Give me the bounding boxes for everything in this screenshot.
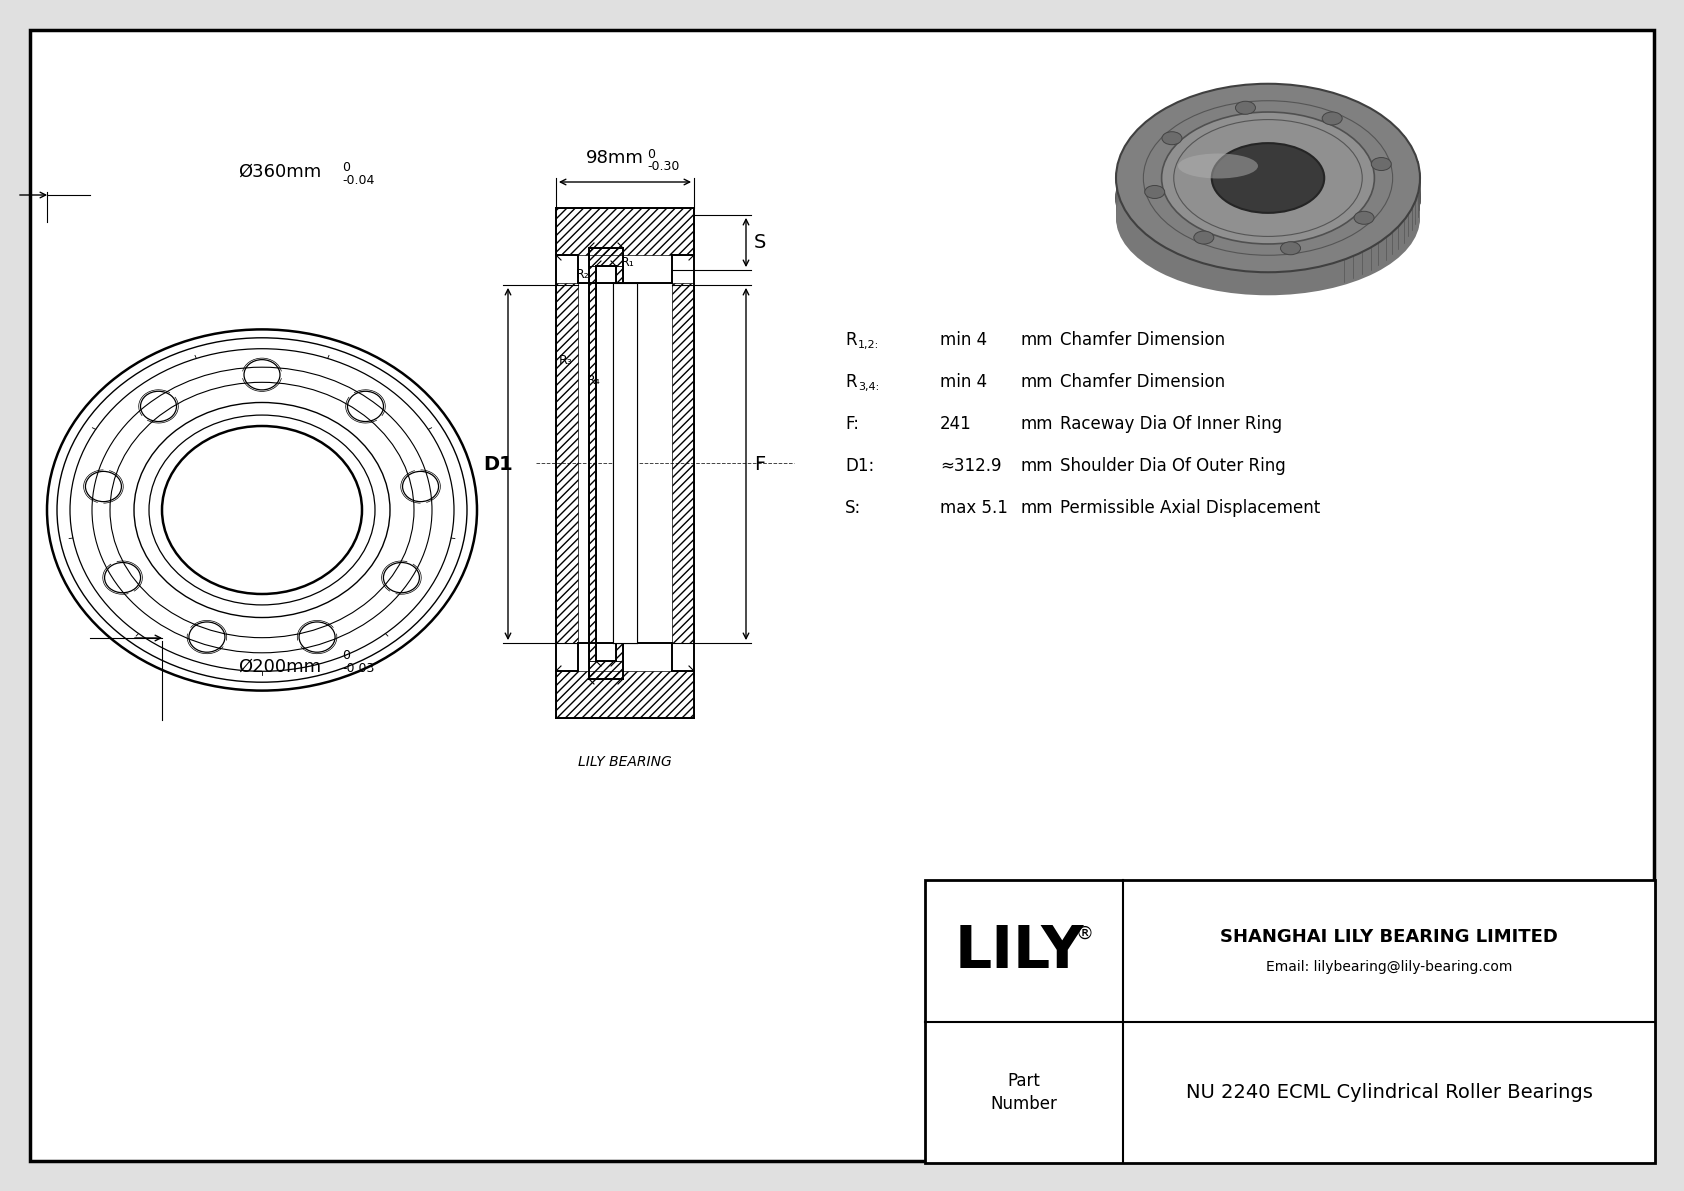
- Text: 241: 241: [940, 414, 972, 434]
- Text: 0: 0: [647, 148, 655, 161]
- Bar: [925, 880, 1655, 1162]
- Text: mm: mm: [1021, 414, 1052, 434]
- Text: D1: D1: [483, 455, 514, 474]
- Text: Raceway Dia Of Inner Ring: Raceway Dia Of Inner Ring: [1059, 414, 1282, 434]
- Text: F: F: [754, 455, 765, 474]
- Ellipse shape: [1116, 137, 1420, 292]
- Text: min 4: min 4: [940, 373, 987, 391]
- Text: 0: 0: [342, 649, 350, 662]
- Text: R₁: R₁: [621, 256, 635, 268]
- Text: ≈312.9: ≈312.9: [940, 457, 1002, 475]
- Ellipse shape: [1116, 131, 1420, 286]
- Text: S:: S:: [845, 499, 861, 517]
- Ellipse shape: [1116, 129, 1420, 283]
- Text: Ø200mm: Ø200mm: [239, 657, 322, 676]
- Ellipse shape: [1116, 125, 1420, 279]
- Ellipse shape: [1116, 138, 1420, 293]
- Bar: [613, 283, 637, 643]
- Text: mm: mm: [1021, 373, 1052, 391]
- Text: 0: 0: [342, 161, 350, 174]
- Text: SHANGHAI LILY BEARING LIMITED: SHANGHAI LILY BEARING LIMITED: [1221, 928, 1558, 946]
- Ellipse shape: [1145, 186, 1165, 199]
- Ellipse shape: [1116, 120, 1420, 275]
- Ellipse shape: [1116, 108, 1420, 263]
- Ellipse shape: [1116, 83, 1420, 273]
- Text: min 4: min 4: [940, 331, 987, 349]
- Ellipse shape: [1179, 154, 1258, 179]
- Ellipse shape: [1116, 107, 1420, 261]
- Ellipse shape: [1212, 143, 1324, 213]
- Text: D1:: D1:: [845, 457, 874, 475]
- Text: R₄: R₄: [588, 374, 601, 387]
- Ellipse shape: [1116, 126, 1420, 281]
- Bar: [556, 208, 694, 255]
- Ellipse shape: [1116, 119, 1420, 273]
- Ellipse shape: [1116, 132, 1420, 287]
- Bar: [589, 248, 623, 266]
- Ellipse shape: [1236, 101, 1256, 114]
- Text: Ø360mm: Ø360mm: [239, 163, 322, 181]
- Text: -0.30: -0.30: [647, 160, 679, 173]
- Text: R: R: [845, 331, 857, 349]
- Ellipse shape: [1354, 211, 1374, 224]
- Text: R₂: R₂: [576, 268, 589, 281]
- Text: Part
Number: Part Number: [990, 1072, 1058, 1114]
- Ellipse shape: [1371, 157, 1391, 170]
- Text: LILY BEARING: LILY BEARING: [578, 755, 672, 769]
- Text: -0.04: -0.04: [342, 174, 374, 187]
- Text: mm: mm: [1021, 499, 1052, 517]
- Ellipse shape: [1116, 135, 1420, 289]
- Ellipse shape: [1162, 132, 1182, 145]
- Text: 98mm: 98mm: [586, 149, 643, 167]
- Text: LILY: LILY: [955, 923, 1084, 979]
- Ellipse shape: [1162, 112, 1374, 244]
- Text: Chamfer Dimension: Chamfer Dimension: [1059, 331, 1226, 349]
- Ellipse shape: [1116, 111, 1420, 266]
- Ellipse shape: [1116, 141, 1420, 295]
- Ellipse shape: [1116, 105, 1420, 260]
- Text: NU 2240 ECML Cylindrical Roller Bearings: NU 2240 ECML Cylindrical Roller Bearings: [1186, 1083, 1593, 1102]
- Text: S: S: [754, 233, 766, 252]
- Text: Permissible Axial Displacement: Permissible Axial Displacement: [1059, 499, 1320, 517]
- Ellipse shape: [1194, 231, 1214, 244]
- Text: Shoulder Dia Of Outer Ring: Shoulder Dia Of Outer Ring: [1059, 457, 1287, 475]
- Bar: [556, 671, 694, 718]
- Text: 1,2:: 1,2:: [859, 339, 879, 350]
- Text: -0.03: -0.03: [342, 662, 374, 675]
- Text: mm: mm: [1021, 331, 1052, 349]
- Ellipse shape: [1280, 242, 1300, 255]
- Ellipse shape: [1116, 117, 1420, 272]
- Bar: [672, 283, 694, 643]
- Ellipse shape: [1116, 113, 1420, 267]
- Ellipse shape: [1322, 112, 1342, 125]
- Ellipse shape: [1116, 120, 1420, 275]
- Bar: [589, 266, 596, 661]
- Text: ®: ®: [1076, 925, 1095, 943]
- Text: R: R: [845, 373, 857, 391]
- Bar: [616, 266, 623, 661]
- Bar: [556, 283, 578, 643]
- Bar: [589, 661, 623, 679]
- Text: 3,4:: 3,4:: [859, 382, 879, 392]
- Ellipse shape: [1116, 123, 1420, 278]
- Ellipse shape: [1116, 102, 1420, 257]
- Text: max 5.1: max 5.1: [940, 499, 1009, 517]
- Text: R₃: R₃: [559, 354, 573, 367]
- Text: F:: F:: [845, 414, 859, 434]
- Text: mm: mm: [1021, 457, 1052, 475]
- Text: Chamfer Dimension: Chamfer Dimension: [1059, 373, 1226, 391]
- Text: Email: lilybearing@lily-bearing.com: Email: lilybearing@lily-bearing.com: [1266, 960, 1512, 974]
- Ellipse shape: [1116, 114, 1420, 269]
